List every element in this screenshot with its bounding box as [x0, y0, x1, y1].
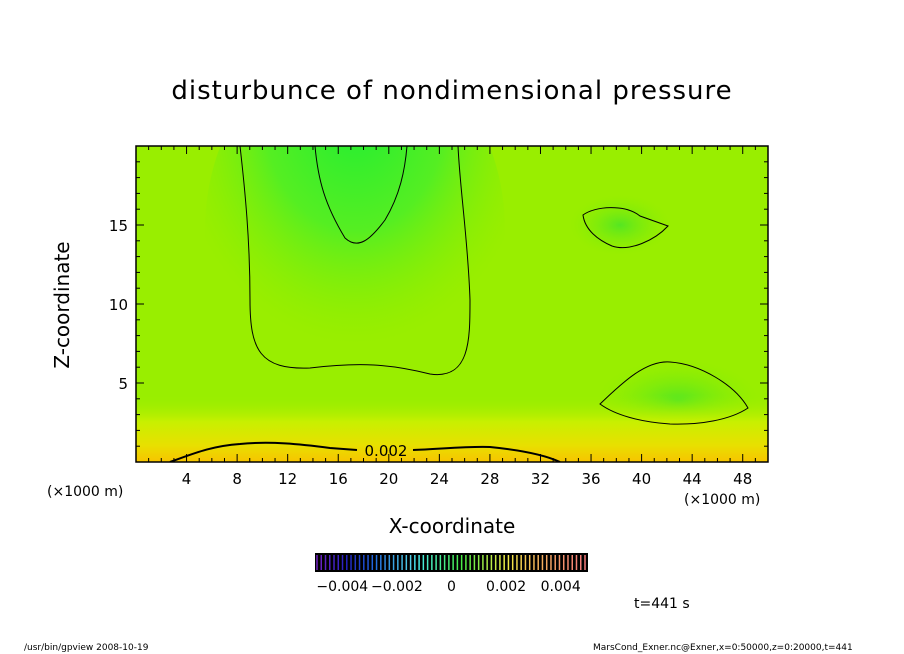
time-label: t=441 s	[634, 596, 690, 612]
x-tick-label: 36	[581, 470, 600, 488]
field-low-column	[205, 146, 505, 420]
footer-right: MarsCond_Exner.nc@Exner,x=0:50000,z=0:20…	[593, 643, 853, 653]
x-tick-label: 4	[182, 470, 192, 488]
colorbar-tick-label: −0.004	[316, 579, 368, 595]
colorbar-tick-label: −0.002	[371, 579, 423, 595]
x-tick-label: 28	[480, 470, 499, 488]
x-tick-label: 40	[632, 470, 651, 488]
contour-column-inner	[314, 146, 408, 244]
y-tick-label: 5	[118, 375, 128, 393]
x-tick-label: 20	[379, 470, 398, 488]
y-tick-label: 15	[109, 217, 128, 235]
field-low-blob-upper	[570, 195, 670, 255]
contour-bottom	[169, 441, 561, 462]
contour-column	[239, 146, 471, 376]
contour-upper-right	[582, 207, 669, 249]
y-tick-label: 10	[109, 296, 128, 314]
x-tick-label: 16	[329, 470, 348, 488]
x-unit-right: (×1000 m)	[684, 492, 761, 508]
colorbar	[315, 553, 588, 572]
x-tick-label: 12	[278, 470, 297, 488]
colorbar-tick-label: 0.004	[541, 579, 581, 595]
footer-left: /usr/bin/gpview 2008-10-19	[24, 643, 149, 653]
x-tick-label: 8	[232, 470, 242, 488]
x-axis-label: X-coordinate	[388, 514, 516, 538]
field-high-bottom	[136, 395, 768, 462]
contour-label: 0.002	[365, 442, 408, 460]
y-axis-label: Z-coordinate	[50, 241, 74, 369]
chart-title: disturbunce of nondimensional pressure	[171, 76, 733, 106]
contour-lower-right	[599, 361, 749, 425]
x-tick-label: 44	[683, 470, 702, 488]
x-tick-label: 48	[733, 470, 752, 488]
colorbar-tick-label: 0.002	[486, 579, 526, 595]
x-tick-label: 24	[430, 470, 449, 488]
x-unit-left: (×1000 m)	[47, 484, 124, 500]
x-tick-label: 32	[531, 470, 550, 488]
colorbar-tick-label: 0	[447, 579, 456, 595]
